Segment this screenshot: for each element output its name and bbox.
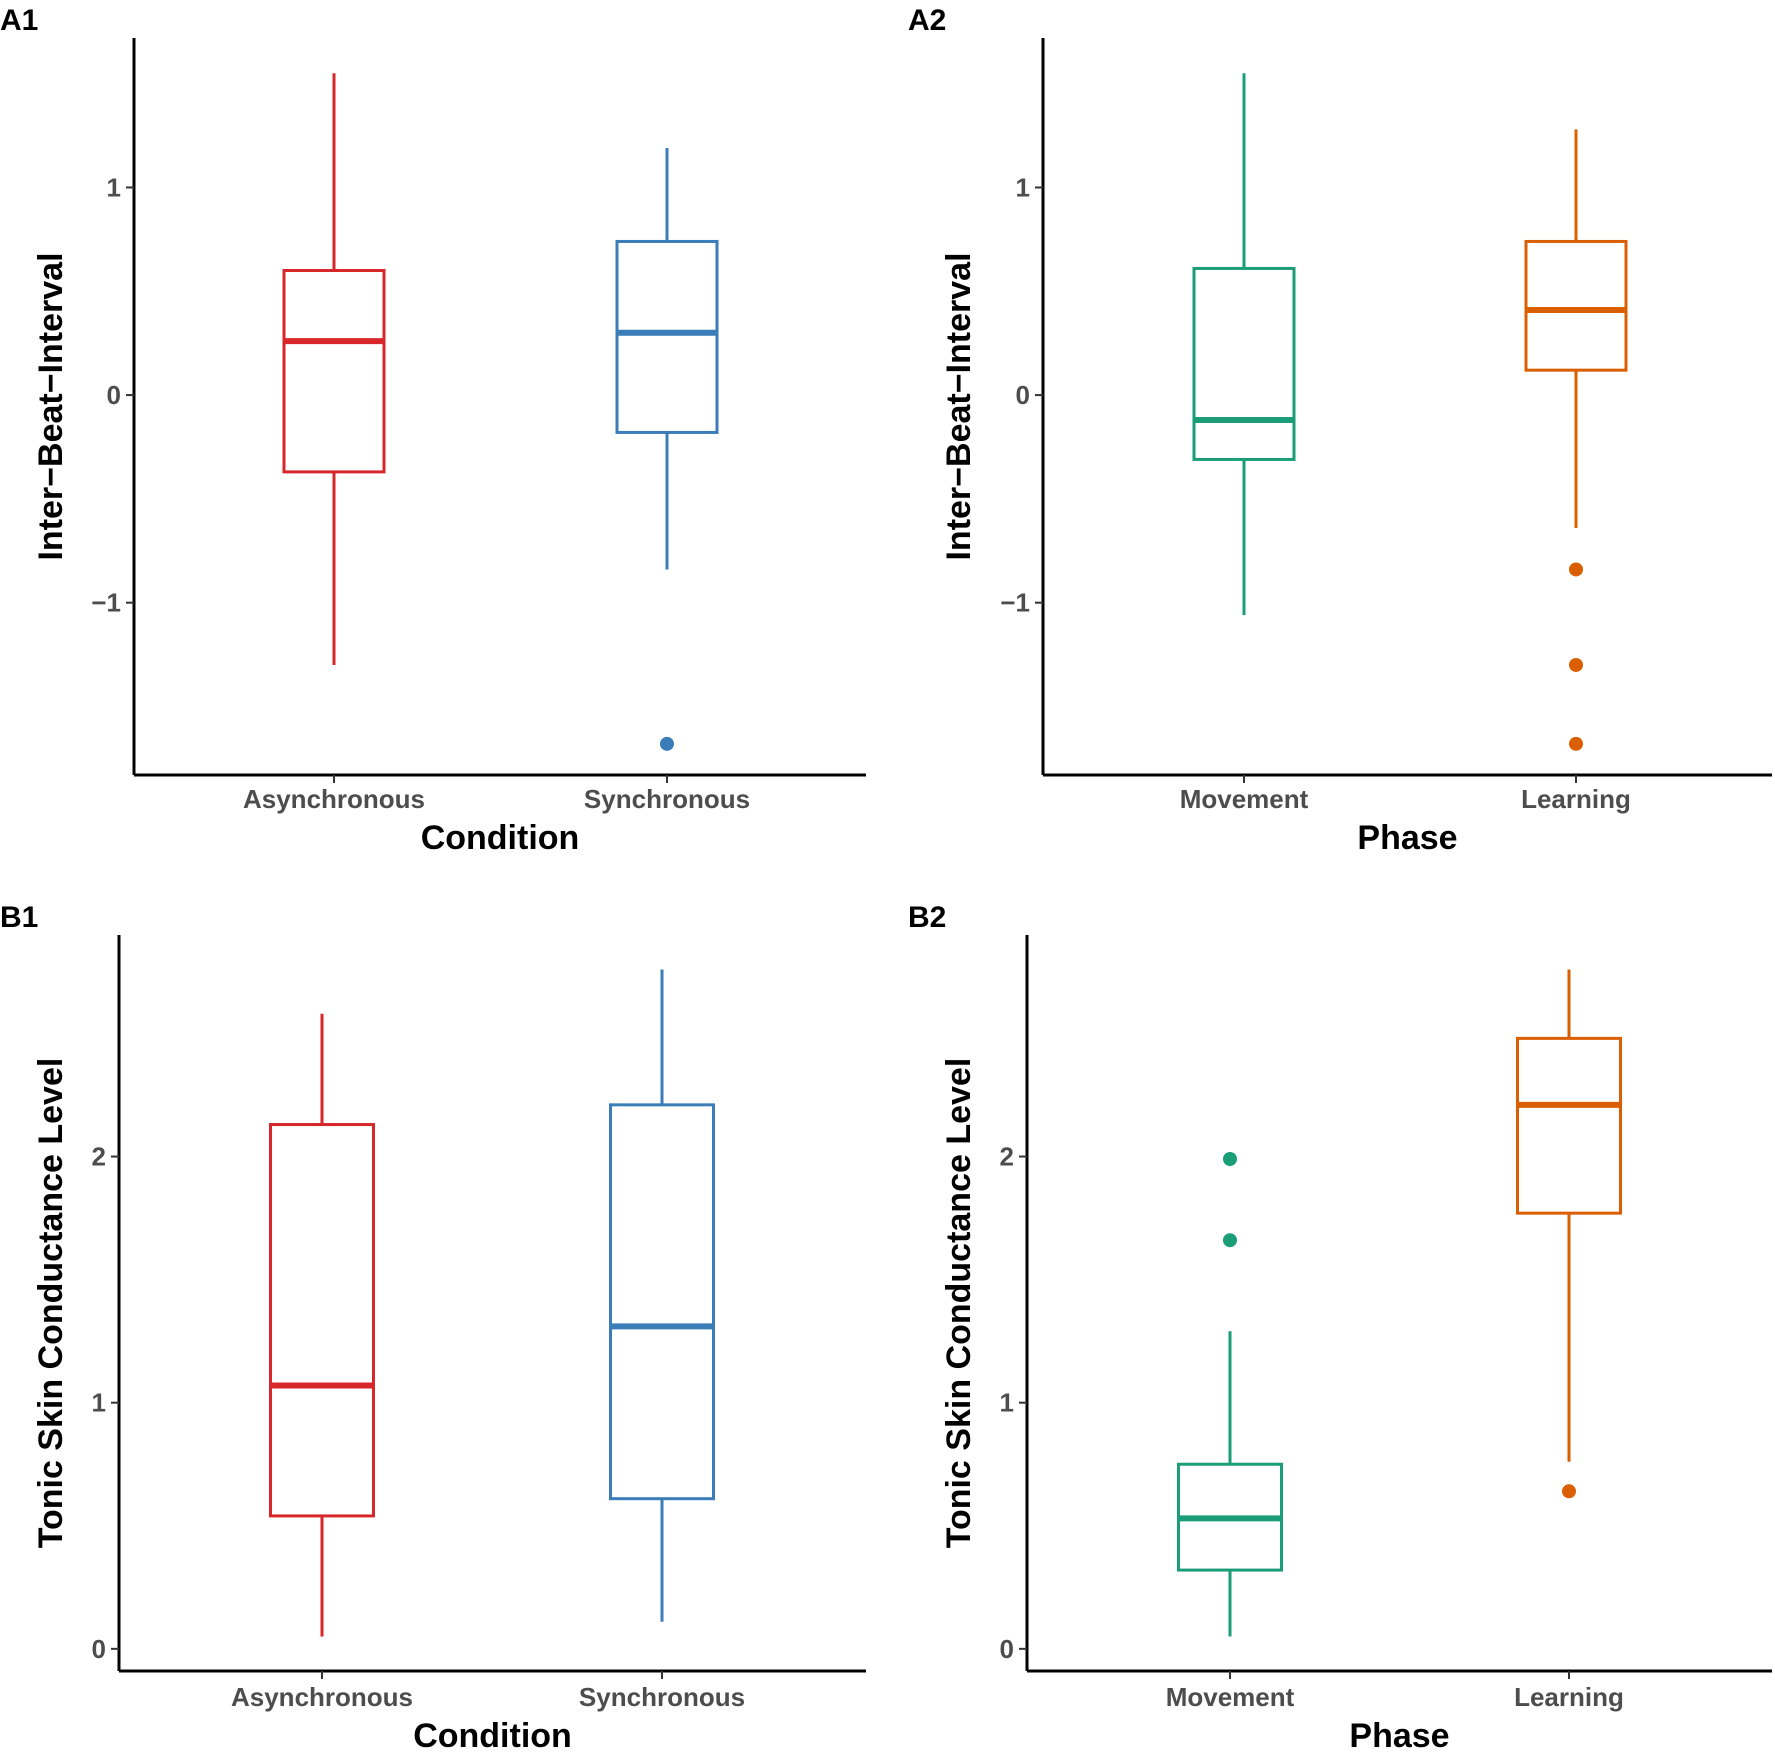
y-axis-title: Inter−Beat−Interval (940, 252, 978, 560)
outlier-point (1569, 562, 1583, 577)
box-learning (1524, 129, 1628, 751)
box-iqr (609, 1103, 715, 1501)
y-tick-label: 1 (107, 172, 121, 202)
y-tick-label: −1 (1000, 588, 1030, 618)
y-tick-label: 1 (92, 1388, 106, 1418)
outlier-point (1223, 1152, 1237, 1166)
box-synchronous (609, 969, 715, 1622)
box-movement (1192, 73, 1296, 616)
x-tick-label: Movement (1166, 1682, 1295, 1712)
box-learning (1516, 969, 1622, 1499)
y-tick-label: 0 (1016, 380, 1030, 410)
panel-label: B1 (0, 901, 38, 934)
y-tick-label: 1 (1016, 172, 1030, 202)
y-tick-label: 2 (92, 1142, 106, 1172)
x-tick-label: Learning (1514, 1682, 1624, 1712)
y-axis-title: Inter−Beat−Interval (32, 252, 70, 560)
outlier-point (660, 736, 674, 751)
y-tick-label: 0 (1000, 1634, 1014, 1664)
box-asynchronous (282, 73, 386, 665)
x-tick-label: Asynchronous (243, 784, 425, 814)
outlier-point (1562, 1484, 1576, 1499)
x-tick-label: Asynchronous (231, 1682, 413, 1712)
panel-label: B2 (908, 901, 946, 934)
box-iqr (615, 239, 719, 434)
outlier-point (1569, 657, 1583, 672)
box-asynchronous (269, 1013, 375, 1637)
x-tick-label: Synchronous (579, 1682, 745, 1712)
outlier-point (1223, 1233, 1237, 1248)
y-tick-label: 0 (107, 380, 121, 410)
box-iqr (269, 1123, 375, 1518)
box-iqr (282, 269, 386, 474)
outlier-point (1569, 736, 1583, 751)
y-axis-title: Tonic Skin Conductance Level (32, 1058, 70, 1549)
box-movement (1177, 1152, 1283, 1637)
panel-b2: B2 2 1 0 Movement Learning Phase Tonic Skin Con… (908, 901, 1772, 1755)
panel-label: A2 (908, 4, 946, 37)
x-tick-label: Synchronous (584, 784, 750, 814)
panel-a2: A2 1 0 −1 Movement Learning Phase Inter−Beat−In… (908, 4, 1772, 857)
panel-label: A1 (0, 4, 38, 37)
box-synchronous (615, 148, 719, 751)
y-tick-label: 2 (1000, 1142, 1014, 1172)
x-tick-label: Movement (1180, 784, 1309, 814)
box-iqr (1516, 1036, 1622, 1215)
y-tick-label: 0 (92, 1634, 106, 1664)
y-tick-label: −1 (91, 588, 121, 618)
x-tick-label: Learning (1521, 784, 1631, 814)
x-axis-title: Condition (413, 1717, 572, 1755)
box-iqr (1524, 239, 1628, 372)
x-axis-title: Phase (1357, 819, 1457, 857)
box-iqr (1192, 266, 1296, 461)
x-axis-title: Condition (421, 819, 580, 857)
x-axis-title: Phase (1349, 1717, 1449, 1755)
y-tick-label: 1 (1000, 1388, 1014, 1418)
y-axis-title: Tonic Skin Conductance Level (940, 1058, 978, 1549)
